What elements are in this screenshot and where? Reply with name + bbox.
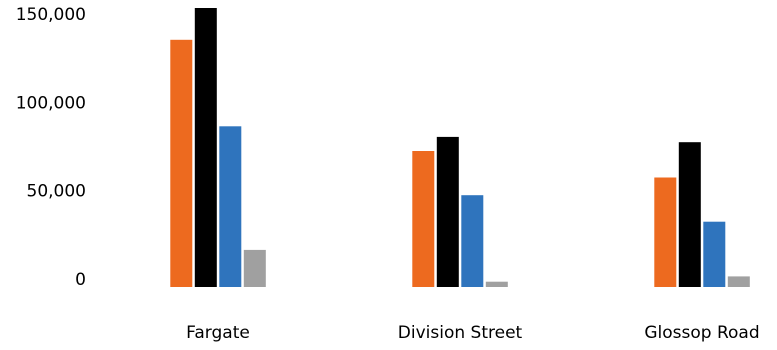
- y-tick-label: 150,000: [16, 5, 86, 25]
- bar-glossop-road-series-3: [703, 221, 726, 287]
- y-axis-ticks: 0 50,000 100,000 150,000: [16, 5, 86, 290]
- bar-fargate-series-2: [194, 8, 217, 287]
- bar-glossop-road-series-1: [654, 177, 677, 287]
- bar-division-street-series-4: [485, 281, 508, 287]
- bars: [170, 8, 750, 287]
- x-tick-label: Fargate: [186, 323, 250, 343]
- bar-fargate-series-4: [243, 249, 266, 287]
- x-axis-ticks: Fargate Division Street Glossop Road: [186, 323, 759, 343]
- bar-division-street-series-1: [412, 151, 435, 287]
- y-tick-label: 100,000: [16, 93, 86, 113]
- bar-fargate-series-3: [219, 126, 242, 287]
- bar-glossop-road-series-4: [727, 276, 750, 287]
- bar-division-street-series-3: [461, 195, 484, 287]
- bar-division-street-series-2: [436, 136, 459, 287]
- bar-glossop-road-series-2: [678, 142, 701, 287]
- bar-fargate-series-1: [170, 39, 193, 287]
- y-tick-label: 0: [75, 270, 86, 290]
- y-tick-label: 50,000: [27, 182, 86, 202]
- x-tick-label: Division Street: [398, 323, 523, 343]
- x-tick-label: Glossop Road: [644, 323, 759, 343]
